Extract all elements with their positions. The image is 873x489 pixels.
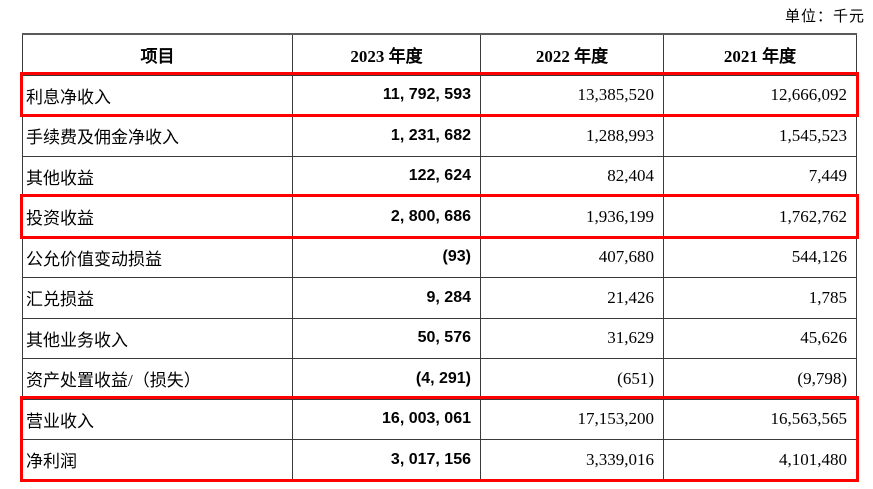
cell-value-2022: (651) bbox=[480, 358, 664, 400]
table-row: 营业收入 16, 003, 061 17,153,200 16,563,565 bbox=[22, 398, 857, 440]
row-label: 其他收益 bbox=[22, 155, 293, 197]
cell-value-2021: 7,449 bbox=[663, 155, 857, 197]
table-row: 资产处置收益/（损失） (4, 291) (651) (9,798) bbox=[22, 358, 857, 400]
row-label: 手续费及佣金净收入 bbox=[22, 115, 293, 157]
cell-value-2022: 82,404 bbox=[480, 155, 664, 197]
cell-value-2023: 2, 800, 686 bbox=[292, 196, 481, 238]
column-header-year-2023: 2023 年度 bbox=[292, 33, 481, 76]
cell-value-2022: 407,680 bbox=[480, 236, 664, 278]
unit-label: 单位：千元 bbox=[784, 9, 865, 25]
cell-value-2021: 1,785 bbox=[663, 277, 857, 319]
column-header-item: 项目 bbox=[22, 33, 293, 76]
cell-value-2023: 9, 284 bbox=[292, 277, 481, 319]
cell-value-2023: (4, 291) bbox=[292, 358, 481, 400]
row-label: 利息净收入 bbox=[22, 74, 293, 116]
cell-value-2021: 4,101,480 bbox=[663, 439, 857, 481]
row-label: 公允价值变动损益 bbox=[22, 236, 293, 278]
cell-value-2022: 21,426 bbox=[480, 277, 664, 319]
cell-value-2023: 11, 792, 593 bbox=[292, 74, 481, 116]
cell-value-2021: 1,545,523 bbox=[663, 115, 857, 157]
header-row: 项目 2023 年度 2022 年度 2021 年度 bbox=[22, 33, 857, 76]
row-label: 投资收益 bbox=[22, 196, 293, 238]
cell-value-2021: 544,126 bbox=[663, 236, 857, 278]
cell-value-2022: 17,153,200 bbox=[480, 398, 664, 440]
row-label: 汇兑损益 bbox=[22, 277, 293, 319]
cell-value-2022: 1,288,993 bbox=[480, 115, 664, 157]
cell-value-2021: (9,798) bbox=[663, 358, 857, 400]
table-row: 手续费及佣金净收入 1, 231, 682 1,288,993 1,545,523 bbox=[22, 115, 857, 157]
cell-value-2023: 16, 003, 061 bbox=[292, 398, 481, 440]
cell-value-2021: 45,626 bbox=[663, 317, 857, 359]
cell-value-2021: 12,666,092 bbox=[663, 74, 857, 116]
cell-value-2023: (93) bbox=[292, 236, 481, 278]
table-row: 汇兑损益 9, 284 21,426 1,785 bbox=[22, 277, 857, 319]
row-label: 净利润 bbox=[22, 439, 293, 481]
cell-value-2021: 16,563,565 bbox=[663, 398, 857, 440]
cell-value-2022: 13,385,520 bbox=[480, 74, 664, 116]
cell-value-2022: 3,339,016 bbox=[480, 439, 664, 481]
cell-value-2022: 31,629 bbox=[480, 317, 664, 359]
income-statement-table-wrap: 项目 2023 年度 2022 年度 2021 年度 利息净收入 11, 792,… bbox=[20, 33, 859, 482]
table-row: 其他收益 122, 624 82,404 7,449 bbox=[22, 155, 857, 197]
row-label: 资产处置收益/（损失） bbox=[22, 358, 293, 400]
income-statement-table: 项目 2023 年度 2022 年度 2021 年度 利息净收入 11, 792,… bbox=[22, 33, 857, 481]
cell-value-2022: 1,936,199 bbox=[480, 196, 664, 238]
row-label: 其他业务收入 bbox=[22, 317, 293, 359]
table-row: 利息净收入 11, 792, 593 13,385,520 12,666,092 bbox=[22, 74, 857, 116]
cell-value-2023: 122, 624 bbox=[292, 155, 481, 197]
cell-value-2023: 50, 576 bbox=[292, 317, 481, 359]
cell-value-2023: 3, 017, 156 bbox=[292, 439, 481, 481]
column-header-year-2022: 2022 年度 bbox=[480, 33, 664, 76]
column-header-year-2021: 2021 年度 bbox=[663, 33, 857, 76]
table-row: 其他业务收入 50, 576 31,629 45,626 bbox=[22, 317, 857, 359]
cell-value-2021: 1,762,762 bbox=[663, 196, 857, 238]
table-body: 利息净收入 11, 792, 593 13,385,520 12,666,092 手续费… bbox=[22, 74, 857, 481]
table-row: 净利润 3, 017, 156 3,339,016 4,101,480 bbox=[22, 439, 857, 481]
cell-value-2023: 1, 231, 682 bbox=[292, 115, 481, 157]
row-label: 营业收入 bbox=[22, 398, 293, 440]
table-row: 投资收益 2, 800, 686 1,936,199 1,762,762 bbox=[22, 196, 857, 238]
table-row: 公允价值变动损益 (93) 407,680 544,126 bbox=[22, 236, 857, 278]
